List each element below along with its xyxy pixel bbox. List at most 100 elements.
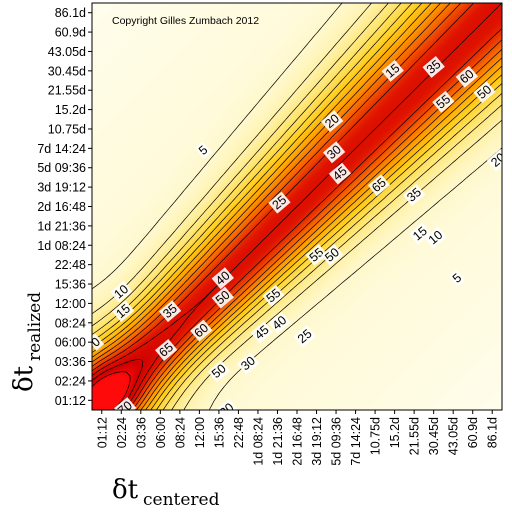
y-tick-label: 12:00 [55, 297, 86, 311]
x-tick-label: 1d 08:24 [251, 417, 265, 466]
svg-text:60: 60 [192, 321, 212, 341]
svg-text:15: 15 [113, 301, 133, 321]
svg-text:25: 25 [270, 193, 290, 213]
y-tick-label: 06:00 [55, 336, 86, 350]
y-tick-label: 60.9d [55, 26, 86, 40]
contour-level-20 [92, 3, 502, 410]
contour-label: 65 [367, 174, 391, 197]
x-tick-label: 22:48 [232, 417, 246, 448]
contour-label: 30 [322, 141, 346, 164]
svg-text:30: 30 [324, 142, 344, 162]
svg-text:20: 20 [217, 400, 237, 420]
x-axis-ticks: 01:12 02:24 03:36 06:00 08:24 12:00 15:36 22:48… [95, 410, 500, 466]
y-tick-label: 1d 21:36 [37, 219, 86, 233]
contour-label: 10 [424, 226, 447, 249]
contour-lines [92, 3, 502, 410]
contour-level-40 [92, 3, 502, 410]
contour-label: 20 [486, 149, 502, 171]
y-tick-label: 86.1d [55, 6, 86, 20]
contour-label: 35 [402, 183, 426, 206]
contour-label: 25 [268, 191, 291, 214]
contour-label: 50 [473, 81, 496, 104]
contour-label: 55 [432, 90, 455, 113]
svg-text:35: 35 [424, 57, 444, 77]
x-tick-label: 30.45d [427, 417, 441, 455]
contour-label: 15 [408, 222, 432, 245]
contour-label: 40 [211, 267, 234, 290]
x-tick-label: 1d 21:36 [271, 417, 285, 466]
svg-text:30: 30 [238, 354, 258, 374]
x-tick-label: 01:12 [95, 417, 109, 448]
x-tick-label: 10.75d [369, 417, 383, 455]
y-tick-label: 22:48 [55, 258, 86, 272]
x-tick-label: 15.2d [388, 417, 402, 448]
contour-label: 55 [305, 243, 328, 266]
svg-text:65: 65 [156, 340, 176, 360]
svg-text:35: 35 [160, 301, 180, 321]
x-tick-label: 2d 16:48 [291, 417, 305, 466]
svg-text:10: 10 [111, 282, 131, 302]
y-axis-ticks: 01:12 02:24 03:36 06:00 08:24 12:00 15:36 22:48… [37, 6, 92, 408]
contour-label: 25 [293, 325, 316, 348]
contour-label: 50 [211, 286, 234, 309]
y-axis-subscript: realized [25, 292, 45, 361]
y-tick-label: 1d 08:24 [37, 239, 86, 253]
svg-text:40: 40 [270, 313, 290, 333]
svg-text:50: 50 [322, 245, 342, 265]
x-tick-label: 3d 19:12 [310, 417, 324, 466]
x-tick-label: 5d 09:36 [330, 417, 344, 466]
y-tick-label: 15.2d [55, 103, 86, 117]
x-tick-label: 02:24 [115, 417, 129, 448]
x-tick-label: 08:24 [173, 417, 187, 448]
contour-label: 65 [155, 338, 178, 361]
svg-text:35: 35 [404, 185, 424, 205]
contour-label: 10 [110, 280, 133, 303]
contour-level-15 [92, 3, 502, 410]
contour-label: 50 [320, 243, 344, 266]
y-tick-label: 10.75d [48, 122, 86, 136]
y-tick-label: 5d 09:36 [37, 161, 86, 175]
y-tick-label: 21.55d [48, 84, 86, 98]
x-tick-label: 12:00 [193, 417, 207, 448]
y-tick-label: 01:12 [55, 394, 86, 408]
y-axis-label: δt realized [9, 292, 45, 392]
x-tick-label: 43.05d [447, 417, 461, 455]
contour-label: 45 [250, 321, 274, 344]
svg-text:55: 55 [307, 245, 327, 265]
contour-label: 15 [381, 59, 404, 82]
svg-text:50: 50 [475, 82, 495, 102]
contour-label: 50 [207, 360, 231, 383]
x-axis-symbol: δt [112, 475, 139, 505]
y-tick-label: 2d 16:48 [37, 200, 86, 214]
x-tick-label: 21.55d [408, 417, 422, 455]
y-tick-label: 03:36 [55, 355, 86, 369]
contour-label: 55 [262, 284, 285, 307]
contour-label: 0 [92, 333, 105, 351]
contour-label: 60 [455, 65, 479, 88]
y-axis-symbol: δt [9, 365, 39, 392]
contour-label: 30 [237, 352, 260, 375]
contour-label: 35 [158, 300, 182, 323]
contour-label: 70 [114, 397, 137, 418]
y-tick-label: 3d 19:12 [37, 181, 86, 195]
contour-level-5 [92, 3, 502, 410]
svg-text:20: 20 [322, 111, 342, 131]
svg-text:15: 15 [383, 61, 403, 81]
svg-text:55: 55 [434, 92, 454, 112]
contour-label: 45 [328, 162, 352, 185]
y-tick-label: 30.45d [48, 64, 86, 78]
copyright-text: Copyright Gilles Zumbach 2012 [112, 15, 259, 27]
x-axis-subscript: centered [143, 490, 220, 510]
contour-label: 40 [268, 311, 291, 334]
svg-text:70: 70 [115, 398, 135, 418]
svg-text:10: 10 [426, 228, 446, 248]
y-tick-label: 08:24 [55, 316, 86, 330]
contour-label: 15 [112, 300, 135, 323]
y-tick-label: 02:24 [55, 374, 86, 388]
x-tick-label: 06:00 [154, 417, 168, 448]
x-tick-label: 7d 14:24 [349, 417, 363, 466]
y-tick-label: 43.05d [48, 45, 86, 59]
contour-label: 35 [422, 56, 445, 78]
